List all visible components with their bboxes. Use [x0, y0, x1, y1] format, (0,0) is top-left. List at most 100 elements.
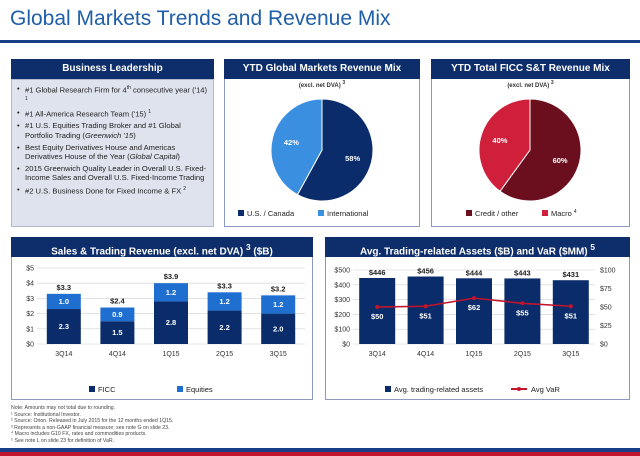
x-tick-label: 4Q14 [109, 351, 126, 358]
y-tick-label: $100 [334, 327, 350, 334]
bar-value-label: $443 [514, 268, 531, 277]
footnote-line: ¹ Source: Institutional Investor. [11, 411, 81, 418]
bar [504, 278, 541, 344]
bar-segment [261, 295, 296, 314]
y-tick-label: $5 [26, 266, 34, 273]
footnote-line: ⁴ Macro includes G10 FX, rates and commo… [11, 431, 147, 438]
bar-value-label: $446 [369, 268, 386, 277]
pie-value-label: 40% [492, 136, 507, 145]
pie-slice [499, 98, 582, 202]
title-rule [0, 40, 640, 43]
leadership-item: #1 U.S. Equities Trading Broker and #1 G… [17, 121, 209, 140]
assets-chart: $0 $100 $200 $300 $400 $500 $0 $25 $50 $75 $100 $44… [334, 267, 616, 394]
pie-slice [296, 98, 374, 202]
var-value-label: $51 [419, 311, 432, 320]
y-tick-label: $3 [26, 296, 34, 303]
bar-value-label: $456 [417, 267, 434, 276]
var-value-label: $50 [371, 312, 384, 321]
bar-segment [46, 293, 81, 310]
pie2-header: YTD Total FICC S&T Revenue Mix [431, 59, 630, 79]
pie1-legend-swatch-intl [318, 210, 324, 216]
leadership-item: 2015 Greenwich Quality Leader in Overall… [17, 164, 209, 183]
pie-value-label: 58% [345, 154, 360, 163]
x-tick-label: 3Q14 [55, 351, 72, 358]
bar-total-label: $3.9 [164, 272, 179, 281]
bar-segment [261, 313, 296, 344]
x-tick-label: 3Q15 [270, 351, 287, 358]
pie1-legend-us: U.S. / Canada [247, 209, 295, 218]
sales-chart: $0 $1 $2 $3 $4 $5 2.3 1.0 $3.3 3Q14 1.5 0.9 $2.4 4Q14… [26, 266, 305, 394]
bar-segment [46, 309, 81, 344]
leadership-item: #1 Global Research Firm for 4th consecut… [17, 84, 209, 106]
sales-legend-swatch-equities [177, 386, 183, 392]
pie2-legend-credit: Credit / other [475, 209, 519, 218]
y2-tick-label: $25 [600, 323, 612, 330]
bar-value-label: 1.0 [59, 297, 69, 306]
assets-legend-marker [517, 387, 521, 391]
var-value-label: $62 [468, 303, 481, 312]
leadership-item: #2 U.S. Business Done for Fixed Income &… [17, 185, 209, 196]
bar-value-label: 1.5 [112, 328, 122, 337]
bar-value-label: 2.8 [166, 318, 176, 327]
var-marker [568, 304, 573, 309]
y-tick-label: $1 [26, 326, 34, 333]
y-tick-label: $200 [334, 312, 350, 319]
bar [552, 280, 589, 344]
sales-legend-swatch-ficc [89, 386, 95, 392]
bar-total-label: $3.3 [56, 283, 71, 292]
pie1-header: YTD Global Markets Revenue Mix [224, 59, 420, 79]
page-title: Global Markets Trends and Revenue Mix [10, 7, 391, 30]
pie1-subtitle: (excl. net DVA) 3 [298, 80, 346, 89]
footnotes: Note: Amounts may not total due to round… [11, 405, 631, 445]
var-value-label: $55 [516, 308, 529, 317]
y-tick-label: $500 [334, 268, 350, 275]
footnote-line: ³ Represents a non-GAAP financial measur… [11, 424, 170, 431]
x-tick-label: 3Q15 [562, 351, 579, 358]
leadership-item: #1 All-America Research Team ('15) 1 [17, 108, 209, 119]
footnote-line: ² Source: Orion. Released in July 2015 f… [11, 418, 174, 425]
y2-tick-label: $100 [600, 268, 616, 275]
y-tick-label: $2 [26, 311, 34, 318]
assets-header: Avg. Trading-related Assets ($B) and VaR… [325, 237, 630, 257]
pie-slice [270, 98, 323, 196]
bar-value-label: 1.2 [166, 288, 176, 297]
var-marker [375, 305, 380, 309]
bar-value-label: 1.2 [273, 300, 283, 309]
var-marker [423, 304, 428, 309]
x-tick-label: 1Q15 [162, 351, 179, 358]
sales-header: Sales & Trading Revenue (excl. net DVA) … [11, 237, 313, 257]
bar-segment [207, 310, 242, 344]
leadership-header: Business Leadership [11, 59, 214, 79]
x-tick-label: 2Q15 [216, 351, 233, 358]
x-tick-label: 1Q15 [465, 351, 482, 358]
bar-segment [154, 301, 188, 344]
bar-total-label: $3.2 [271, 284, 286, 293]
bar-value-label: $431 [562, 270, 579, 279]
pie2-legend-macro: Macro 4 [551, 209, 577, 218]
var-marker [520, 301, 525, 306]
var-value-label: $51 [565, 311, 578, 320]
y-tick-label: $0 [342, 342, 350, 349]
var-marker [472, 296, 476, 301]
pie1-legend-swatch-us [238, 210, 244, 216]
sales-legend-equities: Equities [186, 385, 213, 394]
bar-segment [100, 307, 135, 322]
bottom-stripe-red [0, 452, 640, 456]
sales-legend-ficc: FICC [98, 385, 116, 394]
x-tick-label: 2Q15 [514, 351, 531, 358]
pie-slice [478, 98, 531, 192]
bar [456, 278, 492, 344]
bar-value-label: $444 [466, 268, 484, 277]
x-tick-label: 3Q14 [369, 351, 386, 358]
bar-segment [154, 283, 188, 302]
footnote-line: ⁵ See note L on slide 23 for definition … [11, 437, 115, 444]
pie-value-label: 60% [553, 156, 568, 165]
y2-tick-label: $0 [600, 342, 608, 349]
y2-tick-label: $50 [600, 305, 612, 312]
pie1-legend-intl: International [327, 209, 369, 218]
footnote-line: Note: Amounts may not total due to round… [11, 405, 116, 411]
pie2-legend-swatch-credit [466, 210, 472, 216]
pie2-subtitle: (excl. net DVA) 3 [507, 80, 554, 89]
assets-legend-bar: Avg. trading-related assets [394, 385, 483, 394]
bar [407, 276, 444, 344]
